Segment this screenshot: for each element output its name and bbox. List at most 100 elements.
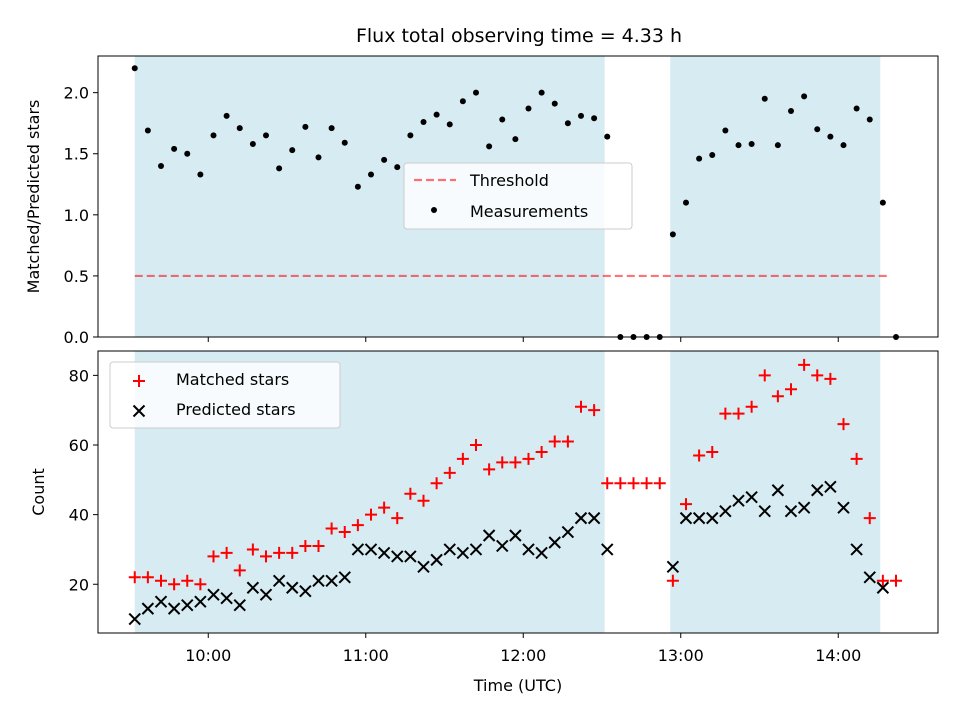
matched-point xyxy=(680,498,692,511)
matched-point xyxy=(430,477,443,490)
y-tick-label: 0.5 xyxy=(64,267,89,286)
measurement-point xyxy=(302,123,309,130)
matched-point xyxy=(719,407,732,420)
x-tick-label: 12:00 xyxy=(500,646,546,665)
measurement-point xyxy=(354,183,361,190)
predicted-point xyxy=(522,543,535,556)
measurement-point xyxy=(879,199,886,206)
measurement-point xyxy=(735,142,742,149)
matched-point xyxy=(391,512,404,525)
predicted-point xyxy=(876,581,890,594)
predicted-point xyxy=(574,511,588,525)
matched-point xyxy=(876,574,889,587)
measurement-point xyxy=(788,107,794,114)
y-tick-label: 0.0 xyxy=(64,328,89,347)
predicted-point xyxy=(141,602,155,615)
predicted-point xyxy=(220,591,233,605)
legend: Matched stars Predicted stars xyxy=(109,361,341,429)
measurement-point xyxy=(328,125,335,132)
y-tick-label: 1.5 xyxy=(64,145,89,164)
matched-point xyxy=(417,494,430,507)
measurement-point xyxy=(801,93,808,100)
legend-box xyxy=(403,162,633,230)
measurement-point xyxy=(827,133,834,140)
chart-title: Flux total observing time = 4.33 h xyxy=(356,25,682,47)
measurement-point xyxy=(564,120,571,127)
predicted-point xyxy=(863,571,876,584)
y-tick-label: 2.0 xyxy=(64,84,89,103)
matched-point xyxy=(351,519,364,532)
measurement-point xyxy=(486,143,493,150)
predicted-point xyxy=(325,574,338,587)
legend-label: Threshold xyxy=(469,171,549,190)
matched-point xyxy=(404,487,417,500)
axes-frame xyxy=(97,350,939,634)
x-tick-label: 11:00 xyxy=(343,646,389,665)
x-tick-label: 13:00 xyxy=(658,646,704,665)
predicted-point xyxy=(417,560,430,574)
measurement-point xyxy=(433,111,440,118)
x-tick-label: 10:00 xyxy=(185,646,231,665)
legend-matched-swatch xyxy=(133,375,145,387)
measurement-point xyxy=(381,156,388,163)
measurement-point xyxy=(236,125,243,132)
matched-point xyxy=(496,456,509,469)
matched-point xyxy=(575,400,587,413)
measurement-point xyxy=(249,140,256,147)
predicted-point xyxy=(456,546,470,560)
measurement-point xyxy=(341,139,348,146)
axes-frame xyxy=(97,55,939,338)
predicted-point xyxy=(745,491,758,504)
predicted-point xyxy=(548,536,561,549)
predicted-point xyxy=(692,511,706,525)
predicted-point xyxy=(587,511,601,525)
measurement-point xyxy=(289,147,296,154)
legend-label: Measurements xyxy=(470,202,588,221)
predicted-point xyxy=(181,598,194,612)
predicted-point xyxy=(771,484,785,497)
x-axis-label: Time (UTC) xyxy=(473,676,562,695)
matched-point xyxy=(706,445,719,458)
y-axis-label: Matched/Predicted stars xyxy=(24,100,43,294)
matched-point xyxy=(233,564,246,577)
predicted-point xyxy=(430,553,443,567)
x-tick-label: 14:00 xyxy=(815,646,861,665)
matched-point xyxy=(850,452,863,465)
matched-point xyxy=(509,456,522,469)
matched-point xyxy=(771,390,784,403)
measurement-point xyxy=(761,95,768,102)
matched-point xyxy=(141,571,154,584)
matched-point xyxy=(653,477,666,490)
predicted-point xyxy=(601,543,614,556)
matched-point xyxy=(483,463,496,476)
matched-point xyxy=(890,574,902,587)
legend-measurement-swatch xyxy=(431,207,437,213)
predicted-point xyxy=(338,571,351,584)
predicted-point xyxy=(850,543,863,556)
matched-point xyxy=(640,477,653,490)
matched-point xyxy=(220,546,233,559)
predicted-point xyxy=(312,574,325,587)
matched-point xyxy=(601,477,614,490)
matched-point xyxy=(824,372,837,385)
measurement-point xyxy=(683,199,689,206)
matched-point xyxy=(260,550,272,563)
measurement-point xyxy=(473,89,479,96)
predicted-point xyxy=(272,574,286,587)
matched-point xyxy=(378,501,391,514)
predicted-point xyxy=(837,501,850,514)
matched-point xyxy=(811,369,824,382)
matched-point xyxy=(693,449,706,462)
matched-point xyxy=(181,574,194,587)
predicted-point xyxy=(732,494,745,507)
count-panel: 20 40 60 80 10:00 11:00 12:00 13:00 14:00 Count Ma… xyxy=(29,350,939,695)
measurement-point xyxy=(853,105,860,112)
measurement-point xyxy=(158,162,164,169)
matched-point xyxy=(732,407,745,420)
predicted-point xyxy=(167,602,181,615)
predicted-point xyxy=(194,595,207,608)
predicted-point xyxy=(679,511,693,525)
matched-point xyxy=(522,452,535,465)
matched-point xyxy=(758,369,771,382)
